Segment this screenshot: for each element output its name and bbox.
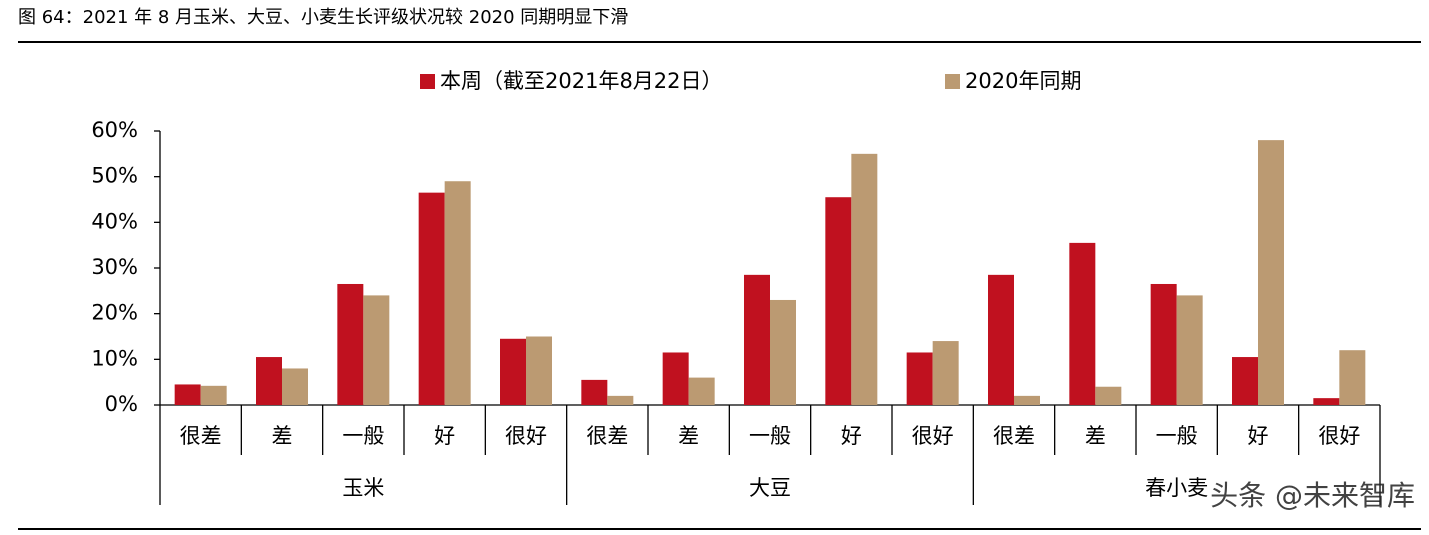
bar — [1095, 386, 1122, 405]
y-tick-label: 60% — [91, 118, 138, 142]
group-label: 大豆 — [749, 476, 791, 500]
bar — [1232, 357, 1258, 405]
bar — [1150, 283, 1177, 405]
bar — [500, 338, 526, 405]
chart-title: 图 64：2021 年 8 月玉米、大豆、小麦生长评级状况较 2020 同期明显… — [18, 7, 628, 28]
bar — [662, 352, 689, 405]
bar — [1176, 295, 1203, 405]
bar — [1258, 140, 1284, 405]
bar — [932, 341, 959, 405]
bar — [526, 336, 552, 405]
bar — [770, 299, 796, 405]
x-tick-label: 很好 — [1318, 424, 1360, 448]
x-tick-label: 差 — [1085, 424, 1106, 448]
legend-swatch — [945, 74, 960, 89]
bar — [256, 357, 282, 405]
y-tick-label: 10% — [91, 346, 138, 370]
watermark: 头条 @未来智库 — [1210, 479, 1415, 512]
x-tick-label: 差 — [272, 424, 293, 448]
legend-label: 2020年同期 — [965, 69, 1081, 93]
bar — [744, 274, 770, 405]
group-label: 玉米 — [342, 476, 384, 500]
legend-swatch — [420, 74, 435, 89]
y-tick-label: 40% — [91, 209, 138, 233]
x-tick-label: 好 — [1248, 424, 1269, 448]
bar — [363, 295, 390, 405]
y-tick-label: 50% — [91, 164, 138, 188]
x-tick-label: 很差 — [993, 424, 1035, 448]
bar — [1313, 398, 1340, 405]
x-tick-label: 好 — [434, 424, 455, 448]
y-tick-label: 30% — [91, 255, 138, 279]
x-tick-label: 一般 — [342, 424, 384, 448]
x-tick-label: 一般 — [749, 424, 791, 448]
x-tick-label: 很好 — [505, 424, 547, 448]
x-tick-label: 很好 — [912, 424, 954, 448]
bar — [688, 377, 715, 405]
bar — [851, 153, 878, 405]
bar — [444, 181, 471, 405]
x-tick-label: 差 — [678, 424, 699, 448]
bar — [988, 274, 1014, 405]
bar — [1014, 395, 1040, 405]
bar — [282, 368, 308, 405]
bar — [906, 352, 933, 405]
x-tick-label: 好 — [841, 424, 862, 448]
group-label: 春小麦 — [1145, 476, 1208, 500]
y-tick-label: 20% — [91, 301, 138, 325]
x-tick-label: 一般 — [1156, 424, 1198, 448]
bar — [607, 395, 634, 405]
bar — [1069, 242, 1096, 405]
y-tick-label: 0% — [105, 392, 138, 416]
x-tick-label: 很差 — [180, 424, 222, 448]
bar — [581, 379, 608, 405]
bar — [1339, 350, 1366, 405]
bar — [825, 197, 852, 405]
bar — [200, 385, 227, 405]
legend-label: 本周（截至2021年8月22日） — [440, 69, 723, 93]
x-tick-label: 很差 — [586, 424, 628, 448]
bar — [337, 283, 364, 405]
bar — [418, 192, 445, 405]
bar — [174, 384, 201, 405]
